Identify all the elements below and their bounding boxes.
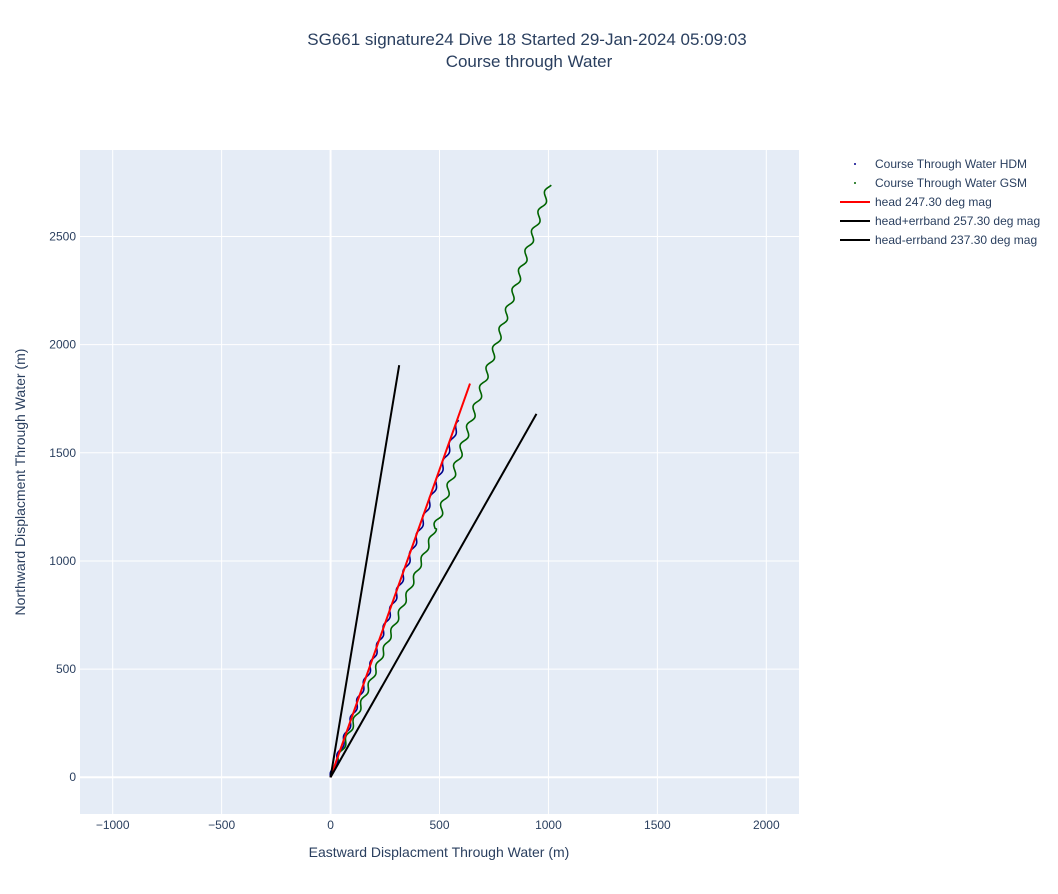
y-tick-label: 1500 [49,446,76,460]
chart-title: SG661 signature24 Dive 18 Started 29-Jan… [307,30,746,71]
legend-item[interactable]: head 247.30 deg mag [840,195,992,209]
x-axis-title: Eastward Displacment Through Water (m) [309,844,570,860]
zero-lines [80,150,799,814]
x-tick-label: 1500 [644,818,671,832]
y-tick-label: 500 [56,662,76,676]
y-tick-label: 2000 [49,338,76,352]
x-tick-label: 2000 [753,818,780,832]
legend-item[interactable]: Course Through Water HDM [854,157,1027,171]
chart-title-line-2: Course through Water [446,52,613,71]
legend-item[interactable]: head-errband 237.30 deg mag [840,233,1037,247]
legend-label: Course Through Water HDM [875,157,1027,171]
x-tick-label: 1000 [535,818,562,832]
series-3-line [329,365,401,778]
y-tick-label: 1000 [49,554,76,568]
y-tick-label: 0 [69,770,76,784]
legend-label: Course Through Water GSM [875,176,1027,190]
x-tick-label: 500 [429,818,449,832]
y-axis-title: Northward Displacment Through Water (m) [12,349,28,616]
legend-item[interactable]: Course Through Water GSM [854,176,1027,190]
legend-label: head+errband 257.30 deg mag [875,214,1040,228]
legend[interactable]: Course Through Water HDM Course Through W… [840,157,1040,247]
series-2-line [329,383,471,778]
y-axis-ticks: 0 500 1000 1500 2000 2500 [49,230,76,785]
series-4-line [329,413,538,778]
legend-marker [854,163,856,165]
legend-marker [854,182,856,184]
x-tick-label: 0 [327,818,334,832]
legend-item[interactable]: head+errband 257.30 deg mag [840,214,1040,228]
x-tick-label: −1000 [96,818,130,832]
x-axis-ticks: −1000 −500 0 500 1000 1500 2000 [96,818,780,832]
grid [80,150,799,814]
series-1-markers [329,184,552,778]
legend-label: head-errband 237.30 deg mag [875,233,1037,247]
series-layer [329,184,552,778]
y-tick-label: 2500 [49,230,76,244]
legend-label: head 247.30 deg mag [875,195,992,209]
x-tick-label: −500 [208,818,235,832]
chart-title-line-1: SG661 signature24 Dive 18 Started 29-Jan… [307,30,746,49]
